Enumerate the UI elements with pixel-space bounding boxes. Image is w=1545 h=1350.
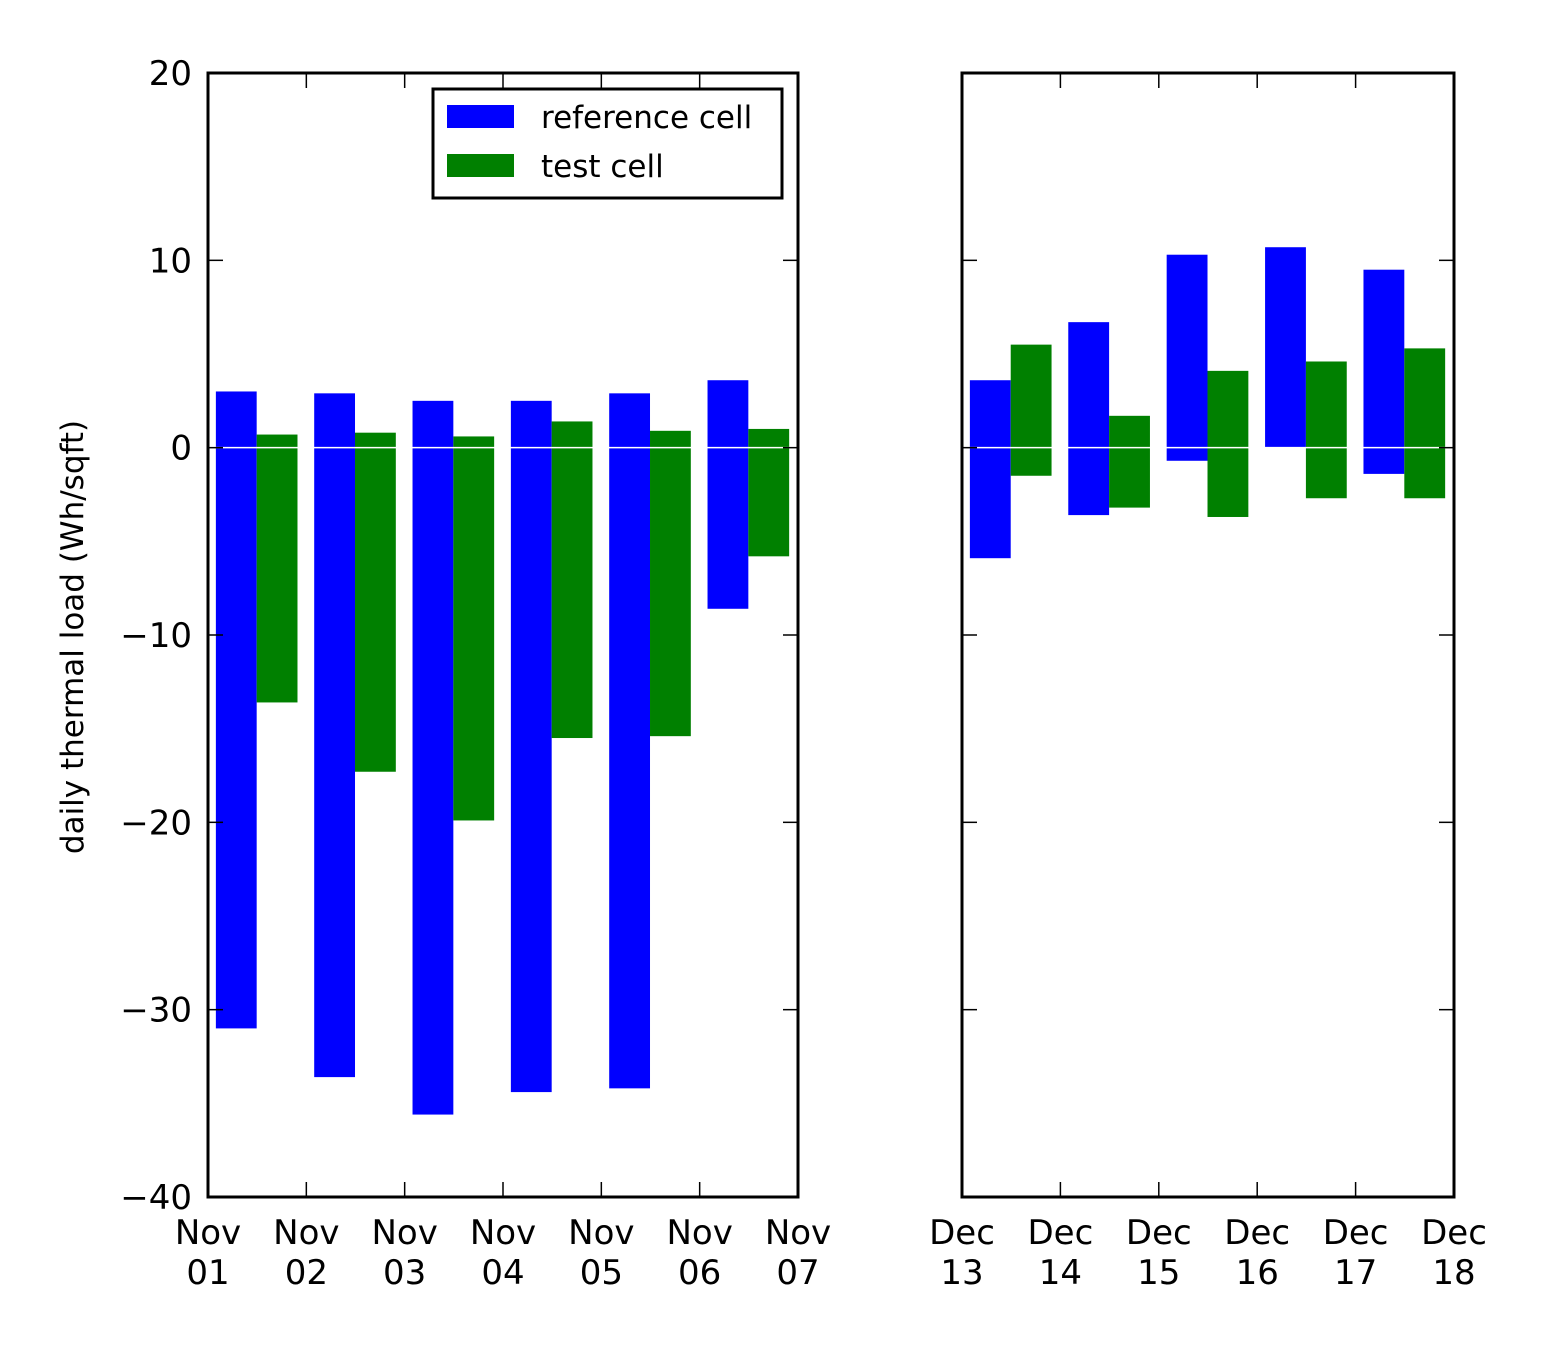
axes-frame-november xyxy=(206,71,800,1199)
legend-swatch-test xyxy=(447,154,514,177)
xtick-label-month-november-0: Nov xyxy=(175,1213,241,1253)
bar-test-december-3 xyxy=(1207,370,1249,517)
panel-november: 20100−10−20−30−40Nov01Nov02Nov03Nov04Nov… xyxy=(55,54,831,1293)
xtick-label-month-november-1: Nov xyxy=(273,1213,339,1253)
ytick-label-6: −40 xyxy=(120,1178,192,1218)
xtick-label-month-november-3: Nov xyxy=(470,1213,536,1253)
xtick-label-day-november-2: 03 xyxy=(383,1253,426,1293)
xtick-label-day-december-1: 14 xyxy=(1039,1253,1082,1293)
xtick-label-month-november-6: Nov xyxy=(765,1213,831,1253)
bar-reference-november-6 xyxy=(707,380,749,609)
y-axis-label: daily thermal load (Wh/sqft) xyxy=(55,420,91,854)
ytick-label-2: 0 xyxy=(170,429,192,469)
xtick-label-day-november-6: 07 xyxy=(776,1253,819,1293)
bar-test-november-6 xyxy=(748,428,790,557)
bar-test-december-2 xyxy=(1109,415,1150,508)
xtick-label-day-december-5: 18 xyxy=(1432,1253,1475,1293)
bar-reference-december-4 xyxy=(1265,247,1306,448)
ytick-label-3: −10 xyxy=(120,616,192,656)
bar-test-november-5 xyxy=(650,430,691,737)
legend-label-test: test cell xyxy=(541,149,664,185)
xtick-label-day-november-5: 06 xyxy=(678,1253,721,1293)
bar-reference-december-3 xyxy=(1166,254,1208,461)
xtick-label-day-november-4: 05 xyxy=(580,1253,623,1293)
xtick-label-month-december-0: Dec xyxy=(929,1213,995,1253)
ytick-label-0: 20 xyxy=(149,54,192,94)
xtick-label-day-december-0: 13 xyxy=(940,1253,983,1293)
bar-test-december-4 xyxy=(1305,361,1347,499)
bar-test-november-4 xyxy=(551,421,593,739)
xtick-label-month-december-4: Dec xyxy=(1323,1213,1389,1253)
ytick-label-5: −30 xyxy=(120,991,192,1031)
xtick-label-month-november-4: Nov xyxy=(568,1213,634,1253)
axes-frame-december xyxy=(960,71,1456,1199)
bar-test-november-2 xyxy=(355,432,396,772)
xtick-label-month-november-2: Nov xyxy=(371,1213,437,1253)
bar-test-december-5 xyxy=(1404,348,1446,499)
xtick-label-day-december-4: 17 xyxy=(1334,1253,1377,1293)
xtick-label-day-november-1: 02 xyxy=(285,1253,328,1293)
bar-reference-november-3 xyxy=(412,400,454,1115)
bar-reference-november-5 xyxy=(609,393,651,1089)
bar-reference-november-4 xyxy=(510,400,552,1093)
xtick-label-month-december-1: Dec xyxy=(1028,1213,1094,1253)
xtick-label-month-december-2: Dec xyxy=(1126,1213,1192,1253)
bar-reference-december-2 xyxy=(1068,322,1110,516)
ytick-label-4: −20 xyxy=(120,803,192,843)
xtick-label-month-november-5: Nov xyxy=(666,1213,732,1253)
xtick-label-day-november-0: 01 xyxy=(186,1253,229,1293)
bar-test-november-3 xyxy=(453,436,495,821)
xtick-label-month-december-3: Dec xyxy=(1224,1213,1290,1253)
bar-reference-november-2 xyxy=(314,393,356,1078)
xtick-label-month-december-5: Dec xyxy=(1421,1213,1487,1253)
bar-test-november-1 xyxy=(256,434,298,703)
xtick-label-day-december-2: 15 xyxy=(1137,1253,1180,1293)
legend-swatch-reference xyxy=(447,105,514,128)
xtick-label-day-december-3: 16 xyxy=(1236,1253,1279,1293)
legend: reference cell test cell xyxy=(431,87,784,200)
legend-label-reference: reference cell xyxy=(541,100,752,136)
ytick-label-1: 10 xyxy=(149,241,192,281)
bar-reference-november-1 xyxy=(215,391,257,1029)
bar-reference-december-1 xyxy=(969,380,1011,559)
bar-test-december-1 xyxy=(1010,344,1052,476)
xtick-label-day-november-3: 04 xyxy=(481,1253,524,1293)
bar-reference-december-5 xyxy=(1363,269,1405,474)
